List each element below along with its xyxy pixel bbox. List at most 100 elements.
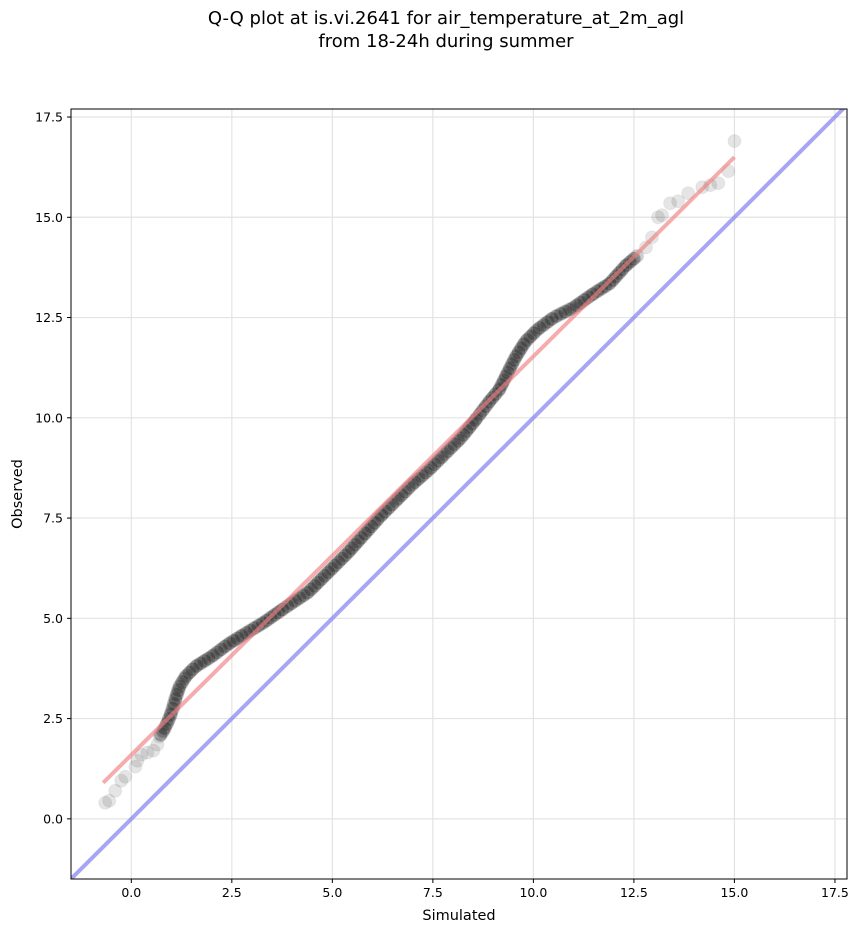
qq-point [451,433,466,448]
identity-line [71,109,846,879]
qq-point [663,196,678,211]
qq-point [447,437,462,452]
qq-point [526,326,541,341]
qq-point [221,637,236,652]
qq-point [711,176,726,191]
qq-point [544,312,559,327]
qq-point [505,355,520,370]
qq-point [429,455,444,470]
qq-point [355,528,370,543]
qq-point [364,519,379,534]
qq-point [212,643,227,658]
qq-point [311,575,326,590]
qq-point [193,656,208,671]
qq-point [170,687,185,702]
qq-point [558,304,573,319]
qq-point [331,555,346,570]
qq-point [511,345,526,360]
qq-point [727,134,742,149]
qq-point [182,665,197,680]
qq-point [206,648,221,663]
qq-point [360,523,375,538]
qq-point [311,574,326,589]
qq-point [189,658,204,673]
qq-point [532,320,547,335]
qq-point [348,537,363,552]
qq-point [324,562,339,577]
qq-point [309,576,324,591]
qq-point [427,457,442,472]
qq-point [536,318,551,333]
qq-point [431,453,446,468]
qq-point [98,795,113,810]
qq-point [130,753,145,768]
qq-point [506,352,521,367]
qq-point [344,541,359,556]
qq-point [341,544,356,559]
qq-point [510,347,525,362]
qq-point [358,525,373,540]
qq-point [114,773,129,788]
qq-point [430,453,445,468]
qq-point [444,440,459,455]
qq-point [314,572,329,587]
qq-point [300,585,315,600]
qq-point [206,648,221,663]
qq-point [226,634,241,649]
qq-point [553,306,568,321]
qq-point [508,349,523,364]
qq-point [562,302,577,317]
qq-point [192,657,207,672]
qq-point [324,561,339,576]
qq-point [433,450,448,465]
qq-point [511,345,526,360]
qq-point [507,353,522,368]
qq-point [553,307,568,322]
qq-point [337,548,352,563]
qq-point [171,682,186,697]
qq-point [508,349,523,364]
qq-point [226,633,241,648]
qq-point [477,401,492,416]
qq-point [558,304,573,319]
qq-point [529,322,544,337]
qq-point [475,403,490,418]
qq-point [166,696,181,711]
qq-point [528,324,543,339]
qq-point [514,341,529,356]
qq-point [520,332,535,347]
qq-point [331,555,346,570]
qq-point [205,648,220,663]
qq-point [304,582,319,597]
qq-point [118,769,133,784]
qq-point [175,675,190,690]
qq-point [172,679,187,694]
qq-point [437,446,452,461]
qq-point [352,533,367,548]
qq-point [207,647,222,662]
qq-point [526,326,541,341]
qq-point [196,654,211,669]
x-tick-label: 2.5 [222,885,242,900]
qq-point [168,693,183,708]
qq-point [651,210,666,225]
qq-point [297,588,312,603]
qq-point [509,349,524,364]
fit-line [101,155,736,785]
qq-point [185,662,200,677]
qq-point [170,682,185,697]
qq-point [134,747,149,762]
qq-point [168,692,183,707]
qq-point [307,578,322,593]
x-tick-label: 15.0 [720,885,748,900]
qq-point [170,685,185,700]
qq-point [179,668,194,683]
qq-point [540,314,555,329]
qq-point [177,671,192,686]
y-tick-label: 2.5 [43,711,63,726]
qq-point [511,345,526,360]
qq-point [549,308,564,323]
qq-point [234,628,249,643]
qq-point [504,357,519,372]
qq-point [522,330,537,345]
